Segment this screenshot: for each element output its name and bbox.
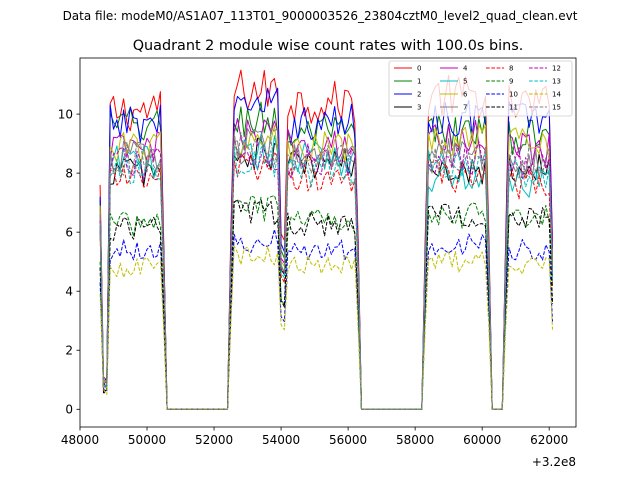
legend-label-8: 8 [509,65,513,73]
series-line-15 [99,131,553,410]
legend-label-6: 6 [463,91,468,99]
series-line-12 [99,138,553,410]
y-tick-label: 0 [65,403,73,417]
y-axis: 0 2 4 6 8 10 [58,107,80,417]
plot-frame [79,57,577,428]
y-tick-label: 10 [58,107,73,121]
chart-title: Quadrant 2 module wise count rates with … [133,38,524,54]
x-tick-label: 62000 [530,433,568,447]
series-line-11 [99,199,553,410]
legend-box [388,60,573,117]
legend-label-10: 10 [509,91,518,99]
legend-label-1: 1 [417,78,421,86]
legend-label-9: 9 [509,78,513,86]
x-tick-label: 58000 [396,433,434,447]
series-line-14 [99,245,553,410]
y-tick-label: 4 [65,285,73,299]
x-tick-label: 50000 [128,433,166,447]
series-line-8 [99,151,553,410]
y-tick-label: 2 [65,344,73,358]
series-line-3 [99,137,553,410]
legend-label-5: 5 [463,78,467,86]
y-tick-label: 8 [65,166,73,180]
y-tick-label: 6 [65,225,73,239]
legend-label-7: 7 [463,104,467,112]
legend-label-13: 13 [552,78,561,86]
legend-label-12: 12 [552,65,561,73]
legend-label-15: 15 [552,104,561,112]
x-tick-label: 60000 [463,433,501,447]
series-line-10 [99,229,553,410]
legend-label-11: 11 [509,104,518,112]
x-tick-label: 54000 [262,433,300,447]
x-tick-label: 52000 [195,433,233,447]
series-line-13 [99,143,553,410]
legend-label-3: 3 [417,104,421,112]
x-tick-label: 48000 [61,433,99,447]
series-line-1 [99,101,553,410]
x-axis: 48000 50000 52000 54000 56000 58000 60000 62000 [61,427,568,447]
legend-label-14: 14 [552,91,561,99]
x-tick-label: 56000 [329,433,367,447]
legend-label-4: 4 [463,65,468,73]
series-layer [99,69,553,410]
legend-label-0: 0 [417,65,421,73]
legend-label-2: 2 [417,91,421,99]
chart-suptitle: Data file: modeM0/AS1A07_113T01_90000035… [63,9,578,23]
x-offset-label: +3.2e8 [532,455,576,469]
series-line-5 [99,133,553,410]
